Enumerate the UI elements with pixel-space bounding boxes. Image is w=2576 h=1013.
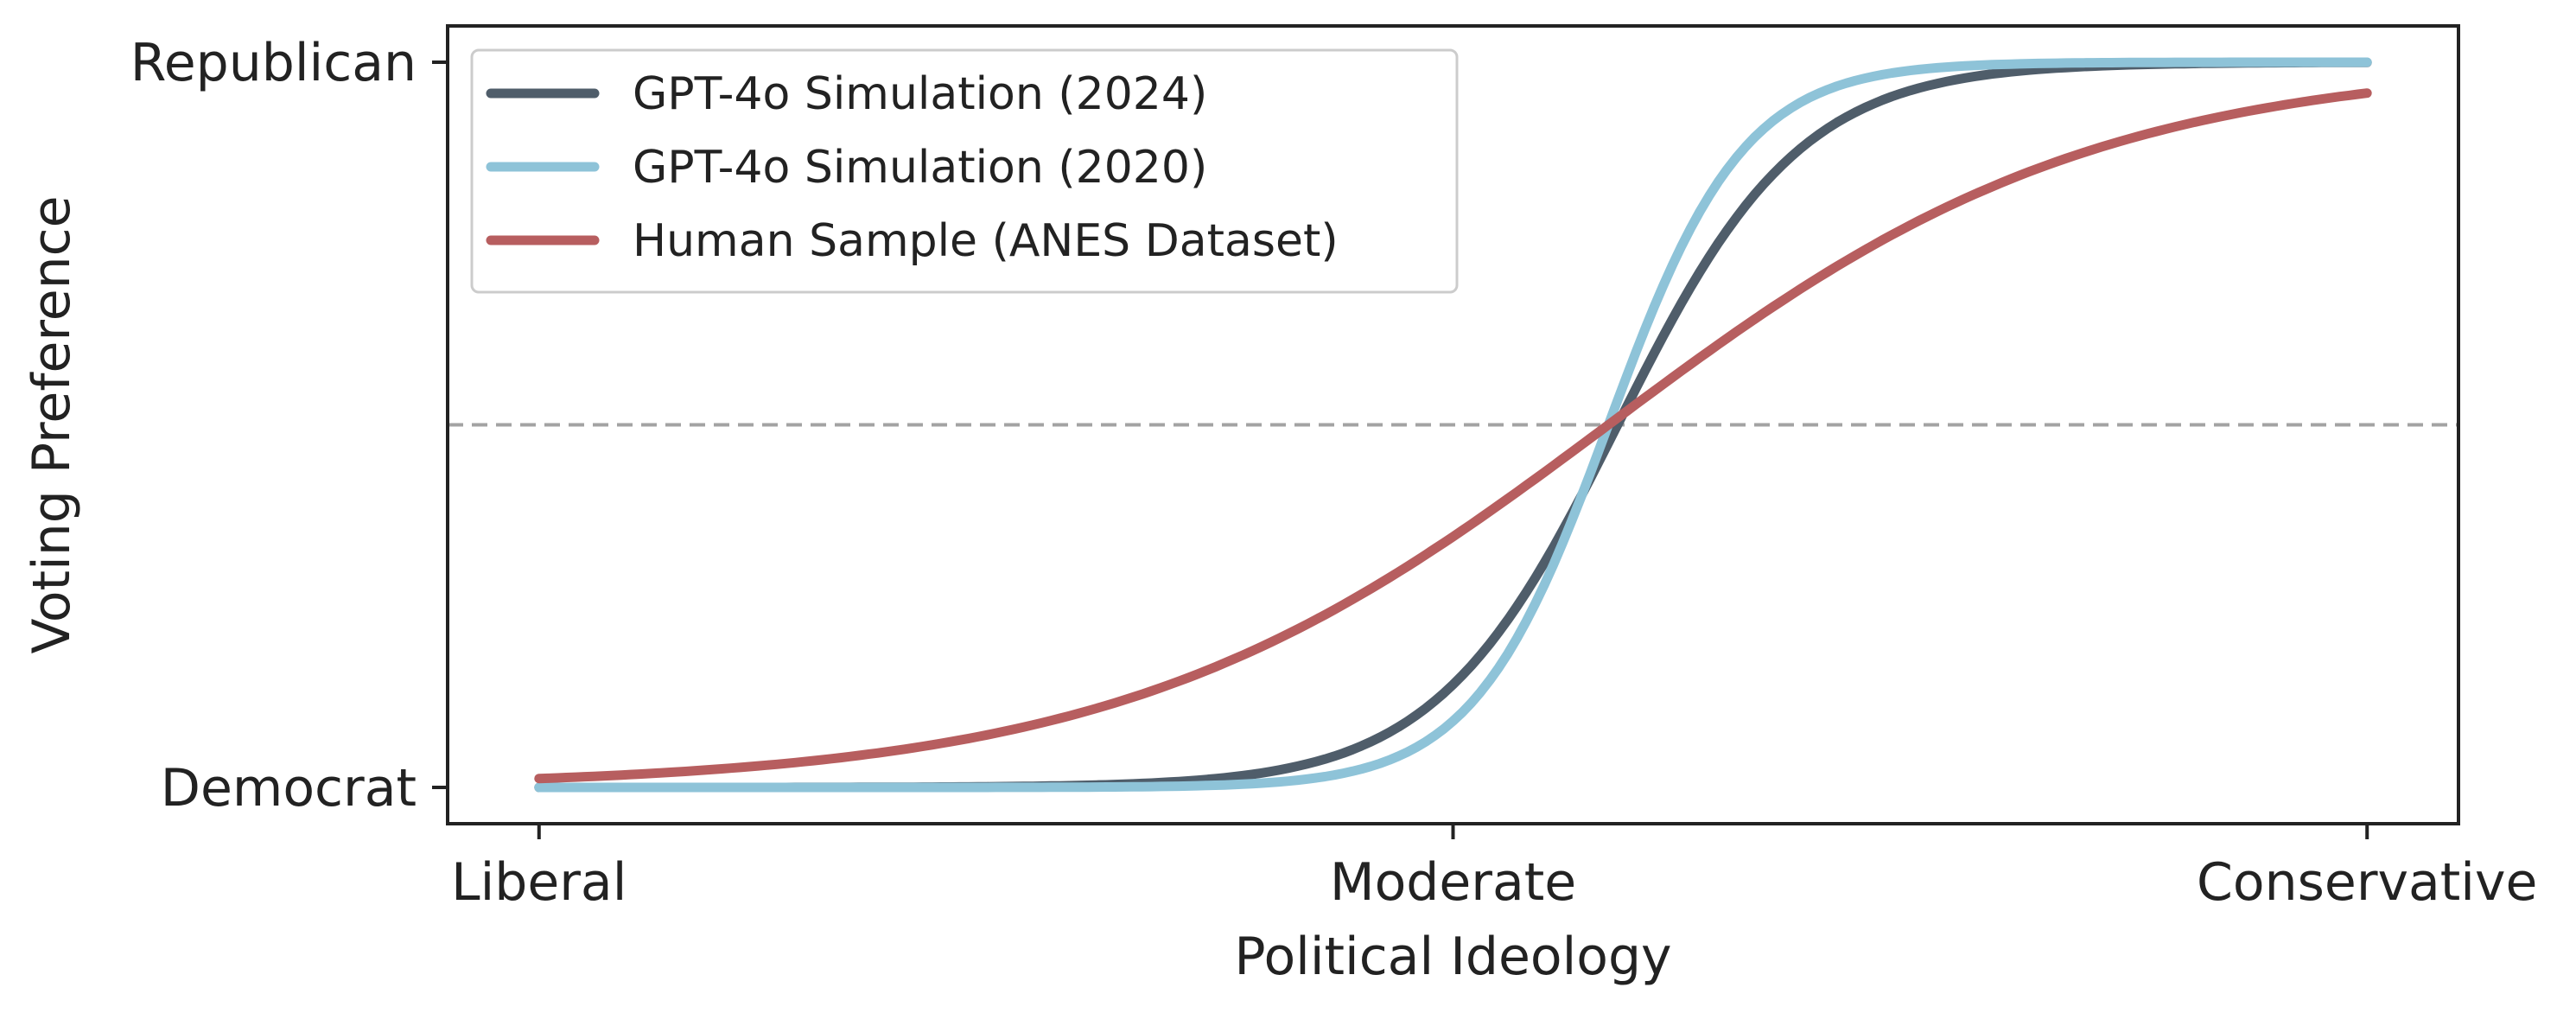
series-line-2 — [534, 57, 2372, 793]
plot-area — [446, 24, 2460, 825]
x-tick-label-1: Liberal — [451, 852, 627, 913]
legend: GPT-4o Simulation (2024) GPT-4o Simulatio… — [470, 48, 1459, 294]
series-layer — [534, 57, 2372, 793]
x-tick-label-3: Conservative — [2197, 852, 2537, 913]
legend-label-2: GPT-4o Simulation (2020) — [633, 142, 1207, 194]
x-axis-label: Political Ideology — [1234, 927, 1671, 987]
series-line-3 — [534, 88, 2372, 784]
y-axis: Democrat Republican — [130, 33, 448, 819]
x-tick-label-2: Moderate — [1330, 852, 1576, 913]
legend-label-1: GPT-4o Simulation (2024) — [633, 68, 1207, 120]
x-axis: Liberal Moderate Conservative — [451, 824, 2537, 913]
legend-frame — [470, 48, 1459, 294]
legend-label-3: Human Sample (ANES Dataset) — [633, 215, 1339, 267]
y-tick-label-1: Democrat — [161, 758, 417, 819]
y-tick-label-2: Republican — [130, 33, 417, 93]
y-axis-label: Voting Preference — [22, 195, 82, 653]
